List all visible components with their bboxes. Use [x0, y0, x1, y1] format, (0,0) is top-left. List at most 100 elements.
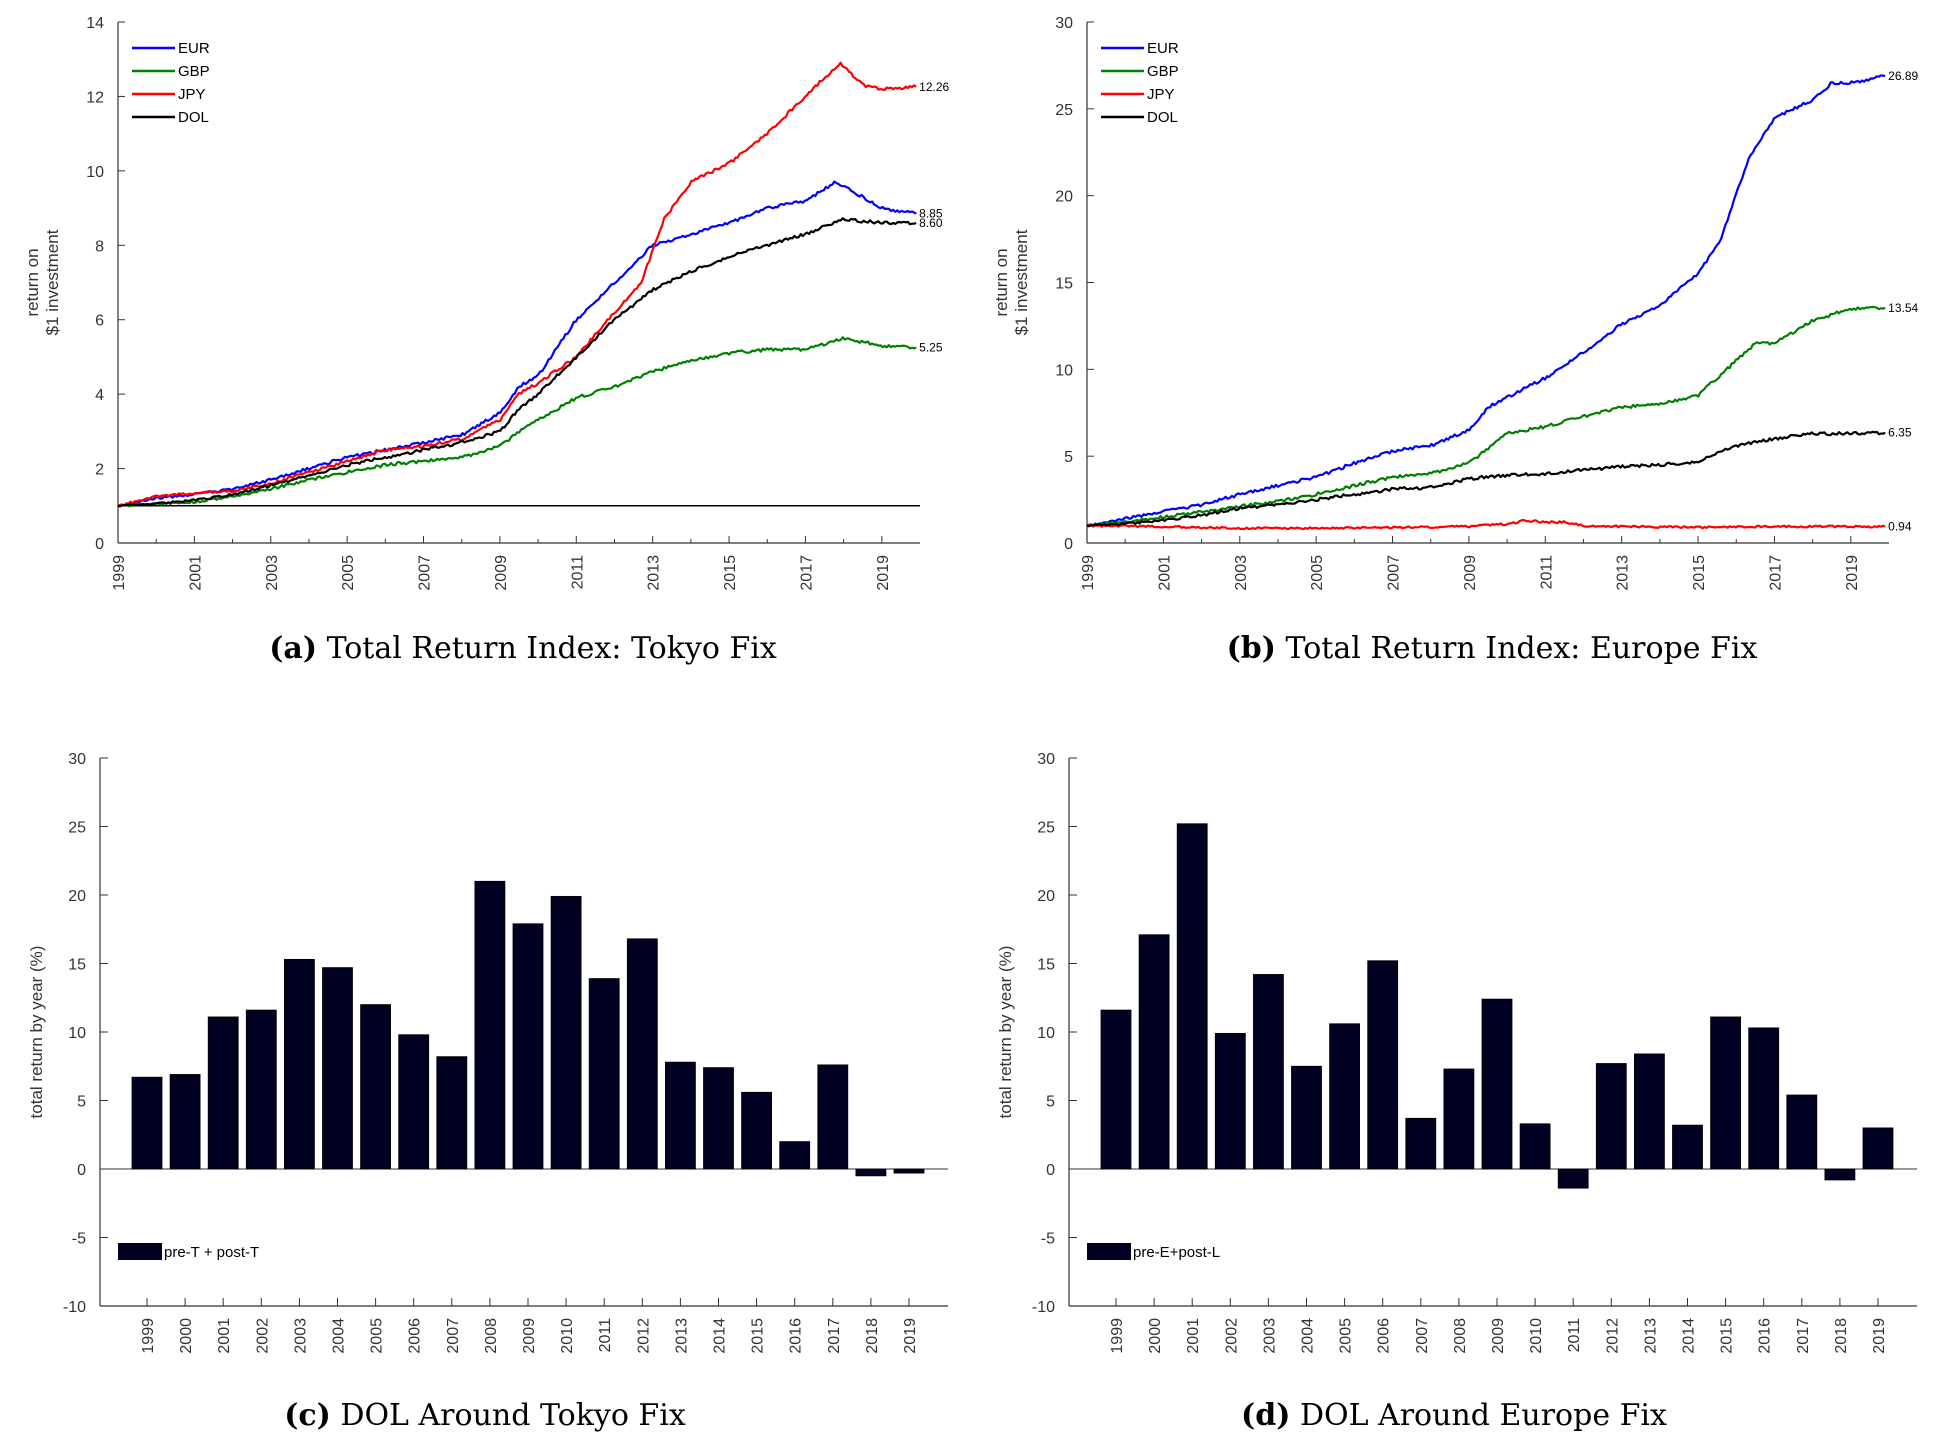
bar-2017 — [1786, 1094, 1818, 1170]
x-tick-label: 2008 — [1452, 1318, 1469, 1354]
x-tick-label: 2005 — [369, 1318, 386, 1354]
x-tick-label: 2017 — [798, 555, 815, 591]
y-tick-label: 15 — [68, 957, 86, 974]
bar-2015 — [741, 1091, 772, 1170]
x-tick-label: 2006 — [407, 1318, 424, 1354]
bar-2007 — [436, 1056, 468, 1170]
y-tick-label: 30 — [1037, 751, 1055, 768]
x-tick-label: 2009 — [1462, 555, 1479, 591]
y-axis-label-line: $1 investment — [43, 229, 62, 335]
panel-caption: (b) Total Return Index: Europe Fix — [1227, 631, 1758, 666]
x-tick-label: 2015 — [1719, 1318, 1736, 1354]
legend-label-jpy: JPY — [1147, 86, 1175, 103]
y-tick-label: 4 — [95, 387, 104, 404]
bar-2010 — [1519, 1123, 1551, 1170]
panel-c-dol-tokyo-bars: -10 -5 0 5 10 15 20 25 30 total return by year (%… — [0, 722, 969, 1445]
bar-2012 — [1595, 1063, 1627, 1170]
x-tick-label: 2018 — [864, 1318, 881, 1354]
legend-label-eur: EUR — [1147, 40, 1179, 57]
x-tick-label: 2015 — [722, 555, 739, 591]
x-tick-label: 2008 — [483, 1318, 500, 1354]
bar-2000 — [1138, 934, 1170, 1170]
x-tick-label: 2013 — [1615, 555, 1632, 591]
bar-2001 — [207, 1016, 239, 1170]
bar-2009 — [512, 923, 544, 1170]
y-tick-label: 8 — [95, 238, 104, 255]
x-tick-label: 2012 — [635, 1318, 652, 1354]
x-tick-label: 2007 — [1386, 555, 1403, 591]
x-tick-label: 2019 — [875, 555, 892, 591]
y-tick-label: 20 — [1055, 189, 1073, 206]
bar-2006 — [398, 1034, 430, 1170]
legend-label-jpy: JPY — [178, 86, 206, 103]
y-tick-label: 30 — [68, 751, 86, 768]
caption-label: (d) — [1241, 1398, 1290, 1433]
bar-2018 — [855, 1168, 887, 1177]
x-tick-label: 2010 — [1528, 1318, 1545, 1354]
legend-label: pre-T + post-T — [164, 1244, 259, 1261]
bar-2019 — [1862, 1127, 1894, 1170]
x-tick-label: 2015 — [750, 1318, 767, 1354]
y-tick-label: 0 — [1046, 1162, 1055, 1179]
caption-text: Total Return Index: Tokyo Fix — [317, 631, 777, 666]
y-tick-label: 25 — [1055, 102, 1073, 119]
y-tick-label: 0 — [77, 1162, 86, 1179]
bar-2004 — [322, 967, 353, 1170]
y-tick-label: 30 — [1055, 15, 1073, 32]
y-tick-label: 5 — [1064, 449, 1073, 466]
bar-2000 — [169, 1074, 201, 1170]
y-tick-label: 20 — [68, 888, 86, 905]
end-value-label-eur: 26.89 — [1888, 69, 1918, 83]
x-tick-label: 2007 — [1414, 1318, 1431, 1354]
bar-1999 — [1100, 1009, 1132, 1170]
x-tick-label: 2009 — [1490, 1318, 1507, 1354]
y-tick-label: 5 — [77, 1094, 86, 1111]
x-tick-label: 2019 — [1844, 555, 1861, 591]
bar-chart: -10 -5 0 5 10 15 20 25 30 total return by year (%… — [996, 751, 1917, 1433]
bar-2002 — [245, 1009, 277, 1170]
x-tick-label: 2000 — [1147, 1318, 1164, 1354]
panel-caption: (c) DOL Around Tokyo Fix — [284, 1398, 686, 1433]
y-tick-label: 0 — [95, 536, 104, 553]
caption-text: DOL Around Tokyo Fix — [331, 1398, 686, 1433]
bar-2013 — [665, 1061, 696, 1170]
y-tick-label: 25 — [1037, 820, 1055, 837]
x-tick-label: 1999 — [140, 1318, 157, 1354]
bar-2018 — [1824, 1168, 1856, 1181]
x-tick-label: 2002 — [1223, 1318, 1240, 1354]
bar-2019 — [893, 1168, 925, 1174]
bar-2013 — [1634, 1053, 1665, 1170]
panel-b-total-return-europe: 0 5 10 15 20 25 30 1999 2001 2003 2005 2007 2009 2011… — [969, 0, 1938, 722]
y-axis-label: total return by year (%) — [996, 946, 1015, 1119]
line-chart: 0 5 10 15 20 25 30 1999 2001 2003 2005 2007 2009 2011… — [992, 15, 1919, 666]
x-tick-label: 1999 — [1080, 555, 1097, 591]
y-tick-label: 0 — [1064, 536, 1073, 553]
panel-a-total-return-tokyo: 0 2 4 6 8 10 12 14 1999 2001 2003 2005 2007 2009 2011 2… — [0, 0, 969, 722]
y-tick-label: 10 — [1055, 362, 1073, 379]
legend-label-gbp: GBP — [1147, 63, 1179, 80]
y-tick-label: 10 — [1037, 1025, 1055, 1042]
y-axis-label: total return by year (%) — [27, 946, 46, 1119]
x-tick-label: 2016 — [1757, 1318, 1774, 1354]
bar-2011 — [588, 978, 620, 1170]
caption-label: (c) — [284, 1398, 331, 1433]
y-tick-label: -5 — [72, 1231, 86, 1248]
x-tick-label: 2013 — [1642, 1318, 1659, 1354]
panel-caption: (d) DOL Around Europe Fix — [1241, 1398, 1667, 1433]
x-tick-label: 2012 — [1604, 1318, 1621, 1354]
end-value-label-jpy: 0.94 — [1888, 520, 1912, 534]
y-tick-label: 14 — [86, 15, 104, 32]
bar-2005 — [360, 1004, 392, 1170]
x-tick-label: 2004 — [331, 1318, 348, 1354]
series-line-jpy — [117, 61, 917, 507]
bar-2014 — [1672, 1124, 1703, 1170]
end-value-label-jpy: 12.26 — [919, 80, 949, 94]
end-value-label-gbp: 5.25 — [919, 341, 943, 355]
end-value-label-gbp: 13.54 — [1888, 301, 1918, 315]
end-value-label-dol: 6.35 — [1888, 426, 1912, 440]
bar-2005 — [1329, 1023, 1361, 1170]
bar-2017 — [817, 1064, 849, 1170]
bar-2003 — [1252, 974, 1284, 1170]
panel-caption: (a) Total Return Index: Tokyo Fix — [269, 631, 777, 666]
x-tick-label: 2015 — [1691, 555, 1708, 591]
